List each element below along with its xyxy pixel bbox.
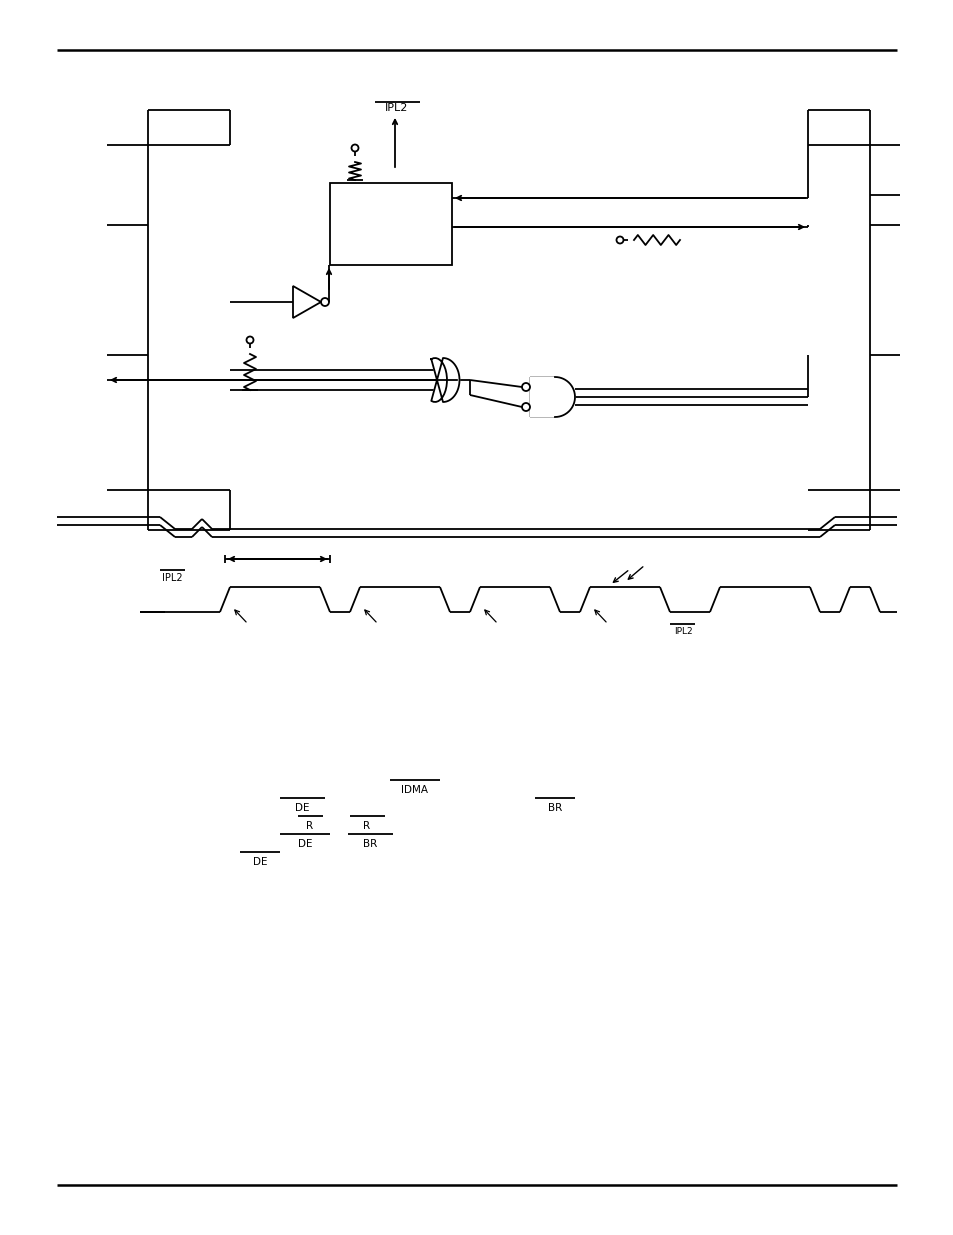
Text: DE: DE [297, 839, 312, 848]
Text: IPL2: IPL2 [385, 103, 408, 112]
Bar [330, 183, 452, 266]
Text: R: R [306, 821, 314, 831]
Polygon shape [530, 377, 575, 417]
Polygon shape [431, 358, 459, 403]
Text: BR: BR [362, 839, 376, 848]
Text: IPL2: IPL2 [673, 626, 692, 636]
Text: DE: DE [253, 857, 267, 867]
Text: R: R [363, 821, 370, 831]
Text: BR: BR [547, 803, 561, 813]
Text: IPL2: IPL2 [161, 573, 182, 583]
Text: IDMA: IDMA [401, 785, 428, 795]
Text: DE: DE [294, 803, 309, 813]
